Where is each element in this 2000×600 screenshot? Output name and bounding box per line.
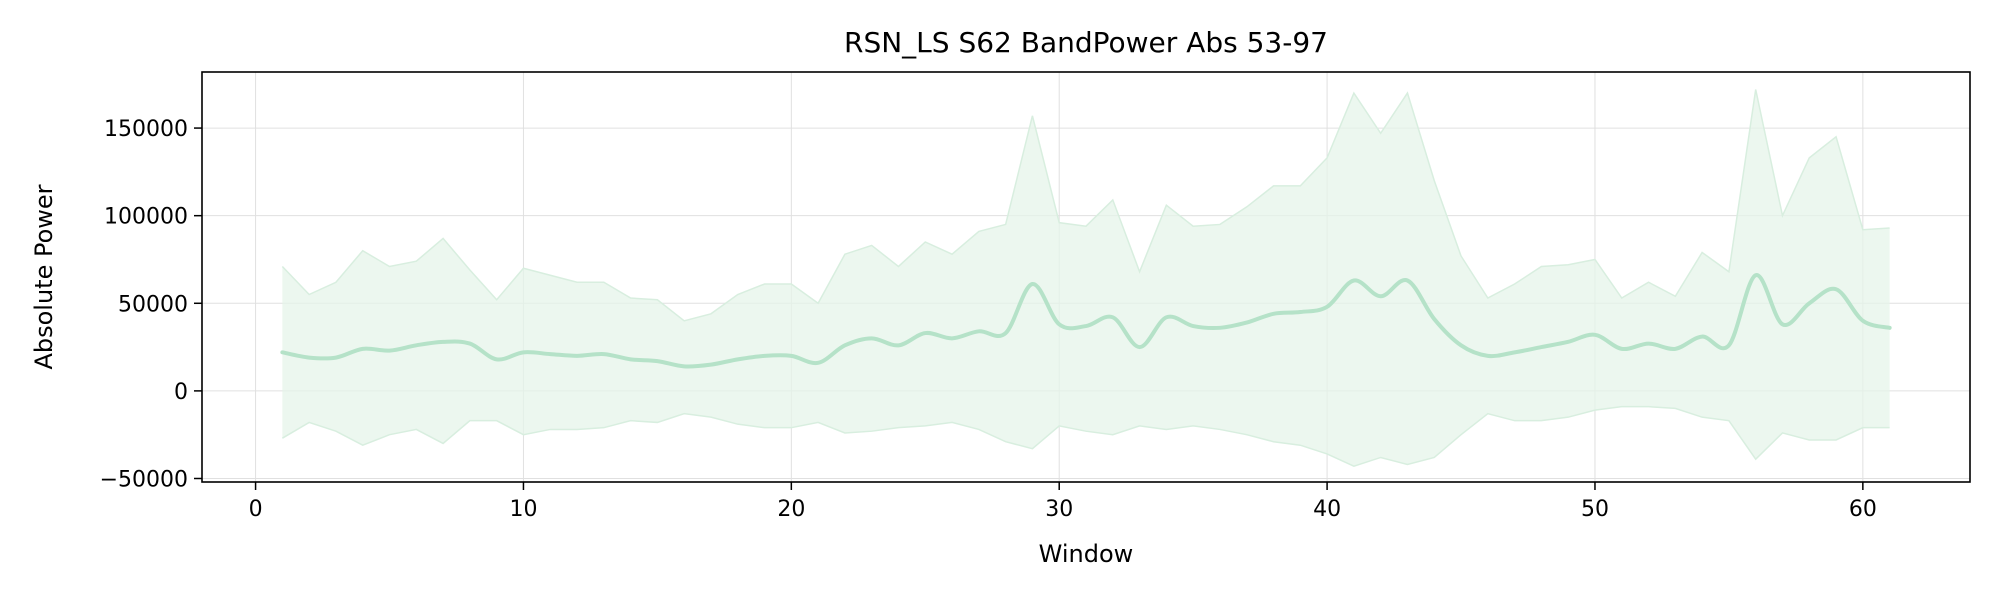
- x-tick-label: 20: [777, 497, 805, 522]
- x-tick-label: 50: [1581, 497, 1609, 522]
- x-tick-label: 40: [1313, 497, 1341, 522]
- y-tick-label: 0: [174, 380, 188, 405]
- std-band: [282, 89, 1890, 467]
- y-tick-label: 100000: [104, 205, 188, 230]
- y-axis-ticks: −50000 0 50000 100000 150000: [100, 117, 202, 492]
- y-tick-label: 150000: [104, 117, 188, 142]
- x-tick-label: 0: [249, 497, 263, 522]
- y-tick-label: 50000: [118, 292, 188, 317]
- x-tick-label: 30: [1045, 497, 1073, 522]
- y-axis-label: Absolute Power: [30, 184, 58, 369]
- x-tick-label: 10: [509, 497, 537, 522]
- band-lower-edge: [281, 405, 1890, 468]
- x-axis-ticks: 0 10 20 30 40 50 60: [249, 482, 1877, 522]
- y-tick-label: −50000: [100, 467, 188, 492]
- plot-area-frame: [201, 71, 1971, 483]
- x-tick-label: 60: [1849, 497, 1877, 522]
- chart-title: RSN_LS S62 BandPower Abs 53-97: [844, 26, 1328, 59]
- mean-line: [280, 273, 1892, 369]
- band-upper-edge: [281, 89, 1890, 322]
- x-axis-label: Window: [1039, 540, 1134, 568]
